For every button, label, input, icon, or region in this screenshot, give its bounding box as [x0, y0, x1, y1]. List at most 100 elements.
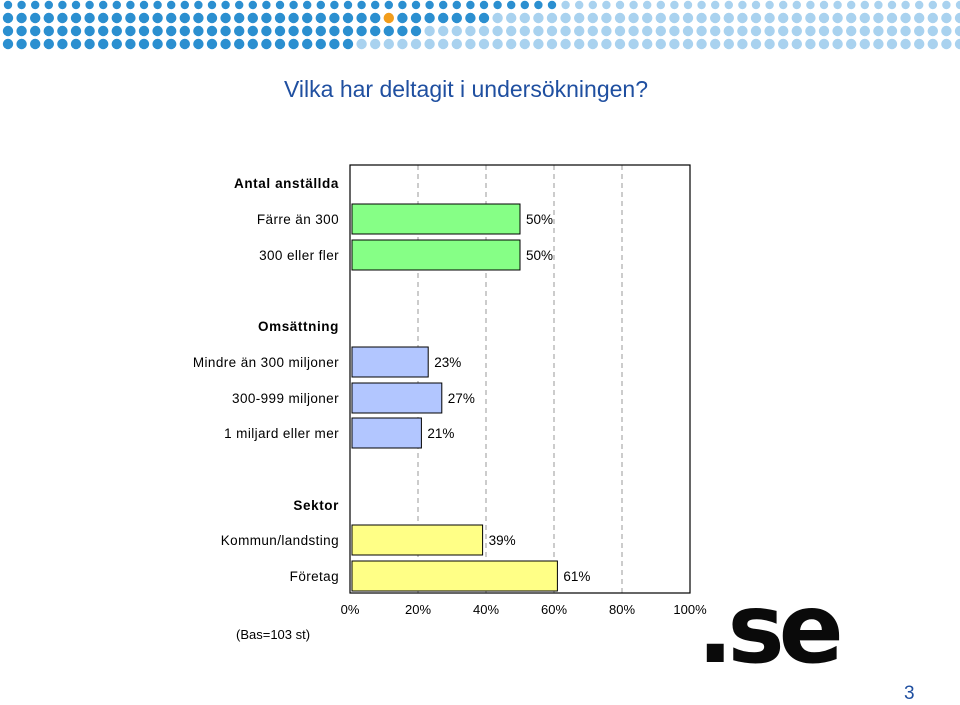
decor-dot — [30, 38, 41, 50]
decor-dot — [886, 12, 898, 24]
decor-dot — [111, 25, 123, 37]
decor-dot — [914, 12, 925, 24]
decor-dot — [411, 0, 421, 10]
decor-dot — [779, 0, 788, 10]
x-tick-label: 80% — [609, 602, 635, 617]
bar — [351, 417, 422, 449]
decor-dot — [302, 38, 313, 50]
decor-dot — [642, 12, 653, 24]
decor-dot — [247, 25, 258, 37]
decor-dot — [765, 0, 774, 10]
decor-dot — [43, 25, 54, 37]
decor-dot — [275, 0, 285, 10]
decor-dot — [288, 38, 299, 50]
decor-dot — [84, 25, 95, 37]
decor-dot — [806, 0, 815, 10]
decor-dot — [234, 12, 245, 24]
decor-dot — [941, 25, 952, 37]
data-label: 50% — [526, 212, 553, 227]
decor-dot — [805, 25, 816, 37]
decor-dot — [370, 38, 381, 50]
decor-dot — [614, 25, 626, 37]
decor-dot — [3, 0, 13, 10]
decor-dot — [98, 12, 109, 24]
decor-dot — [696, 12, 707, 24]
decor-dot — [179, 25, 190, 37]
decor-dot — [125, 25, 136, 37]
decor-dot — [941, 12, 952, 24]
decor-dot — [410, 25, 422, 37]
decor-dot — [221, 0, 230, 10]
decor-dot — [166, 12, 177, 24]
decor-dot — [220, 12, 231, 24]
decor-dot — [873, 38, 884, 50]
decor-dot — [859, 25, 870, 37]
x-tick-label: 20% — [405, 602, 431, 617]
decor-dot — [247, 12, 258, 24]
decor-dot — [356, 38, 367, 50]
decor-dot — [873, 12, 884, 24]
decor-dot — [220, 25, 231, 37]
decor-dot — [711, 0, 720, 10]
decor-dot — [669, 38, 680, 50]
decor-dot — [179, 12, 190, 24]
decor-dot — [914, 25, 925, 37]
decor-dot — [764, 38, 775, 50]
decor-dot — [193, 12, 204, 24]
decor-dot — [764, 25, 775, 37]
decor-dot — [58, 0, 67, 10]
base-note: (Bas=103 st) — [236, 627, 311, 642]
logo-text: .se — [697, 588, 840, 673]
decor-dot — [601, 25, 612, 37]
decor-dot — [696, 38, 707, 50]
decor-dot — [479, 0, 489, 10]
decor-dot — [900, 12, 911, 24]
decor-dot — [451, 25, 462, 37]
decor-dot — [682, 38, 694, 50]
category-label: Färre än 300 — [257, 212, 339, 227]
decor-dot — [383, 25, 394, 37]
decor-dot — [519, 12, 530, 24]
decor-dot — [424, 12, 435, 24]
decor-dot — [356, 25, 367, 37]
decor-dot — [356, 12, 367, 24]
decor-dot — [343, 0, 353, 10]
decor-dot — [506, 12, 517, 24]
decor-dot — [288, 25, 299, 37]
decor-dot — [601, 12, 612, 24]
decor-dot — [44, 0, 53, 10]
decor-dot — [84, 12, 95, 24]
bar — [351, 239, 521, 271]
decor-dot — [99, 0, 108, 10]
decor-dot — [57, 12, 68, 24]
decor-dot — [397, 38, 408, 50]
data-label: 27% — [448, 391, 475, 406]
decor-dot — [574, 25, 585, 37]
decor-dot — [887, 0, 897, 10]
group-heading: Sektor — [293, 498, 339, 513]
category-label: Mindre än 300 miljoner — [193, 355, 339, 370]
data-label: 23% — [434, 355, 461, 370]
decor-dot — [70, 25, 82, 37]
decor-dot — [261, 38, 272, 50]
decor-dot — [492, 25, 503, 37]
decor-dot — [452, 0, 461, 10]
x-tick-label: 60% — [541, 602, 567, 617]
decor-dot — [410, 38, 422, 50]
decor-dot — [438, 38, 449, 50]
decor-dot — [315, 12, 326, 24]
decor-dot — [574, 12, 585, 24]
decor-dot — [750, 12, 762, 24]
decor-dot — [859, 12, 870, 24]
decor-dot — [778, 12, 789, 24]
decor-dot — [493, 0, 502, 10]
decor-dot — [874, 0, 883, 10]
decor-dot — [723, 12, 734, 24]
bar — [351, 203, 521, 235]
x-tick-label: 100% — [673, 602, 707, 617]
decor-dot — [98, 25, 109, 37]
decor-dot — [914, 38, 925, 50]
decor-dot — [791, 38, 802, 50]
decor-dot — [329, 12, 340, 24]
decor-dot — [84, 38, 95, 50]
